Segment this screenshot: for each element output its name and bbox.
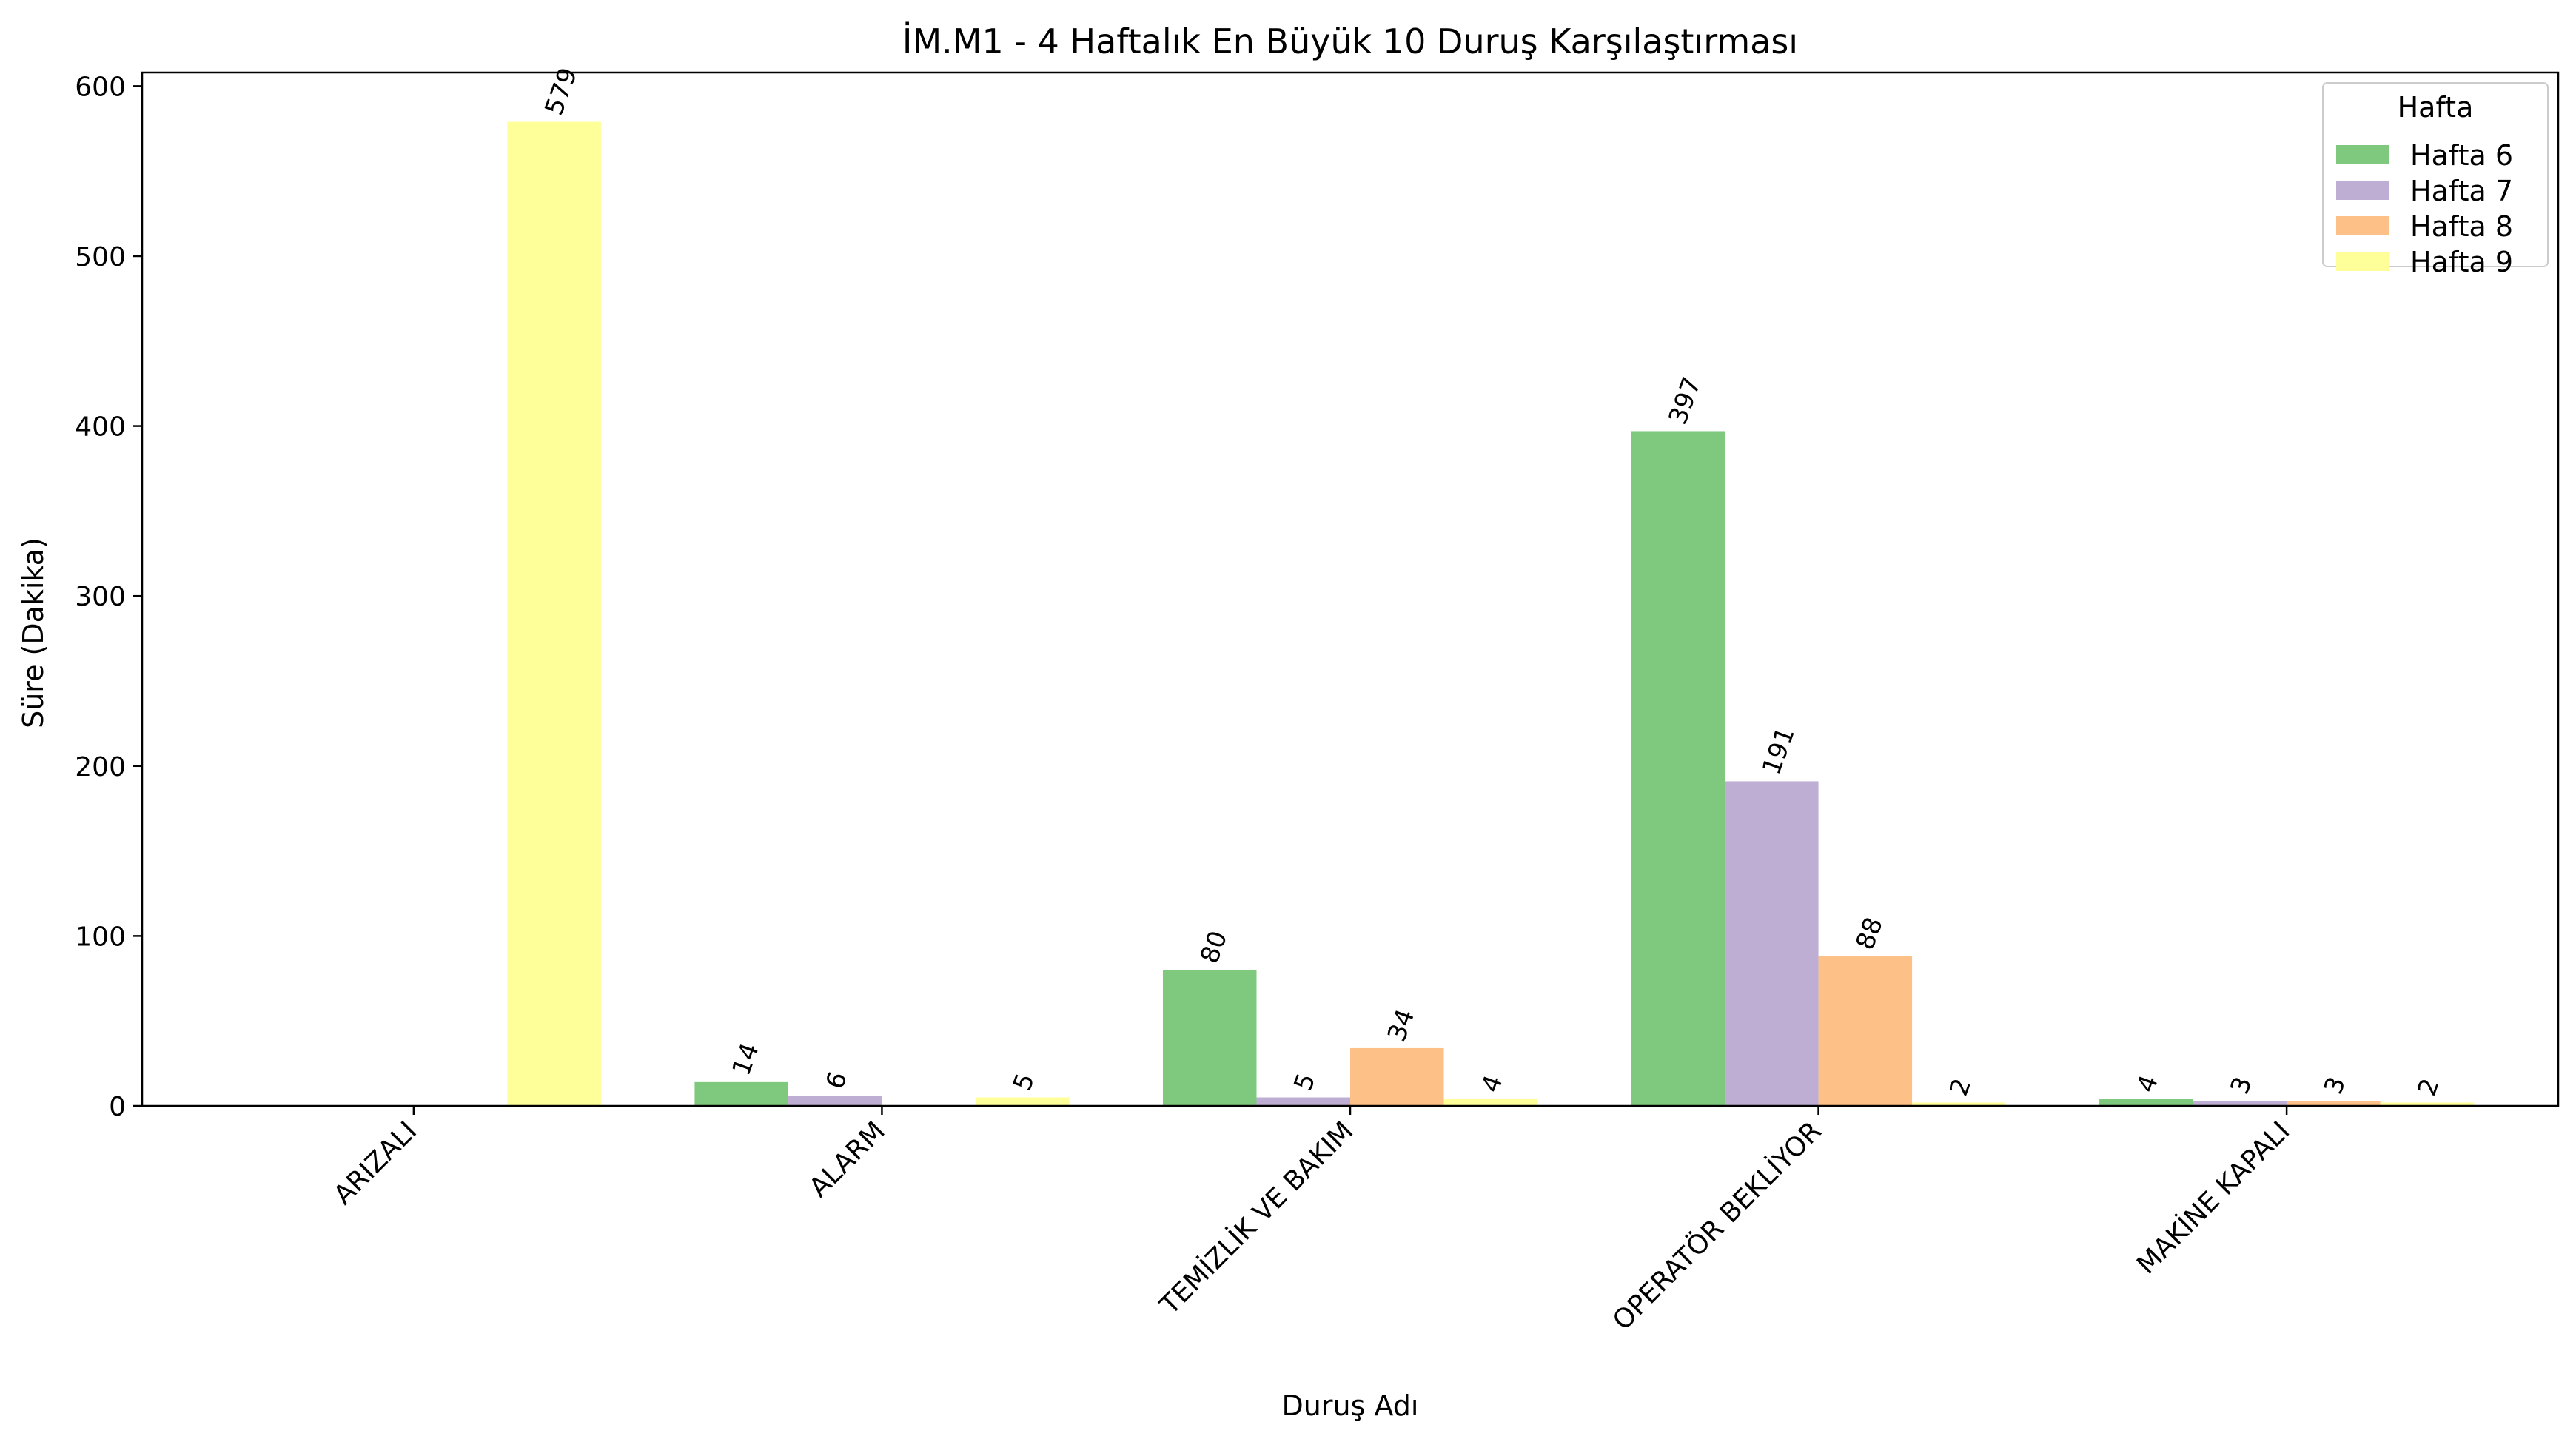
y-tick-label: 100: [75, 922, 126, 952]
legend-swatch: [2336, 216, 2389, 235]
y-tick-label: 600: [75, 72, 126, 102]
bar: [2099, 1099, 2193, 1106]
legend-label: Hafta 7: [2410, 175, 2513, 207]
y-tick-label: 400: [75, 412, 126, 443]
plot-area-frame: [141, 71, 2560, 1107]
y-tick-label: 500: [75, 242, 126, 272]
legend-swatch: [2336, 181, 2389, 200]
bar: [507, 121, 601, 1106]
legend-label: Hafta 6: [2410, 139, 2513, 172]
bar: [1818, 956, 1913, 1106]
bar: [2380, 1102, 2475, 1106]
bar: [1443, 1099, 1538, 1106]
legend-title: Hafta: [2398, 91, 2474, 124]
bar: [1256, 1097, 1350, 1106]
bar: [1725, 781, 1819, 1106]
y-tick-label: 200: [75, 752, 126, 782]
bar: [975, 1097, 1070, 1106]
bar: [694, 1082, 788, 1106]
chart-title: İM.M1 - 4 Haftalık En Büyük 10 Duruş Kar…: [902, 21, 1798, 61]
bar: [1631, 431, 1725, 1106]
y-tick-label: 0: [109, 1092, 126, 1122]
bar: [1350, 1047, 1444, 1106]
legend-label: Hafta 9: [2410, 246, 2513, 278]
bar: [1162, 970, 1257, 1106]
legend-label: Hafta 8: [2410, 210, 2513, 243]
bar: [788, 1096, 882, 1106]
legend-swatch: [2336, 252, 2389, 271]
x-axis-label: Duruş Adı: [1282, 1389, 1419, 1422]
y-tick-label: 300: [75, 582, 126, 612]
bar: [2287, 1101, 2381, 1106]
bar: [1912, 1102, 2006, 1106]
y-axis-label: Süre (Dakika): [17, 537, 50, 728]
legend-swatch: [2336, 145, 2389, 164]
bar: [2193, 1101, 2287, 1106]
